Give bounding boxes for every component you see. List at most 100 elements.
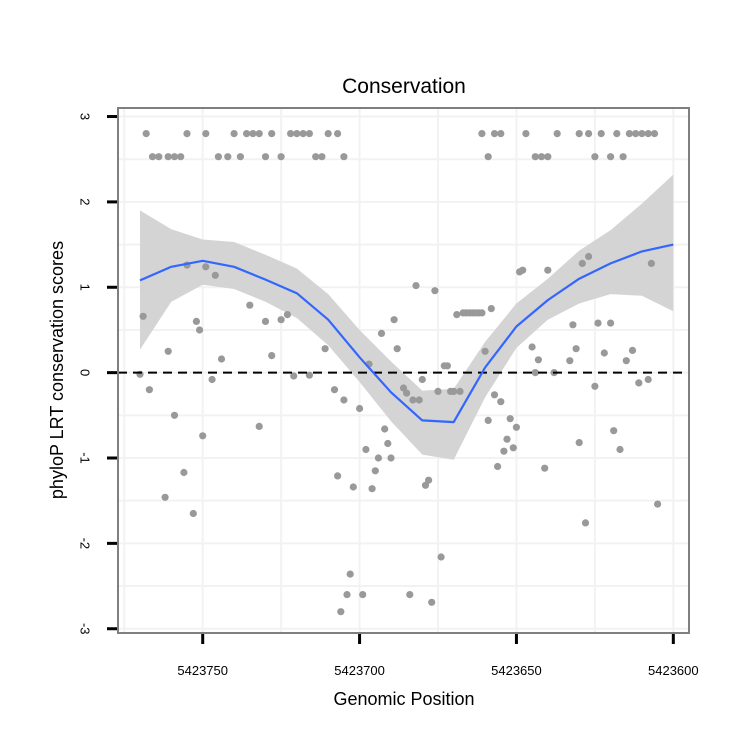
data-point: [170, 411, 179, 419]
y-tick-label: -3: [78, 623, 93, 635]
data-point: [384, 439, 392, 448]
data-point: [277, 316, 285, 324]
data-point: [619, 153, 627, 161]
data-point: [164, 347, 172, 355]
data-point: [600, 349, 608, 357]
data-point: [497, 130, 505, 138]
data-point: [268, 352, 276, 360]
plot-panel: [118, 108, 689, 633]
data-point: [484, 416, 492, 424]
data-point: [434, 387, 442, 395]
data-point: [330, 386, 339, 394]
data-point: [625, 130, 634, 138]
data-point: [180, 468, 188, 477]
data-point: [142, 130, 150, 138]
data-point: [312, 153, 320, 161]
data-point: [403, 389, 411, 397]
confidence-ribbon-layer: [140, 174, 674, 460]
x-axis-label: Genomic Position: [333, 689, 474, 709]
data-point: [428, 598, 436, 606]
data-point: [607, 319, 615, 327]
plot-frame: [117, 107, 690, 634]
data-point: [196, 326, 204, 334]
data-point: [199, 432, 207, 440]
data-point: [610, 427, 618, 435]
data-point: [161, 493, 169, 501]
data-point: [202, 130, 210, 138]
data-point: [381, 425, 389, 433]
data-point: [494, 462, 502, 471]
data-point: [393, 345, 401, 353]
x-tick-label: 5423750: [177, 663, 228, 678]
data-point: [597, 130, 605, 138]
data-point: [139, 312, 147, 320]
data-point: [299, 130, 307, 138]
data-point: [481, 347, 489, 355]
data-point: [553, 130, 561, 138]
data-point: [415, 396, 423, 404]
data-point: [255, 130, 263, 138]
data-point: [456, 387, 464, 395]
data-point: [531, 153, 539, 161]
data-point: [359, 591, 367, 599]
data-point: [575, 130, 583, 138]
data-point: [236, 153, 244, 161]
data-point: [406, 591, 414, 599]
data-point: [290, 372, 298, 380]
data-point: [148, 153, 157, 161]
data-point: [528, 343, 536, 351]
data-point: [519, 266, 527, 274]
y-tick-label: -2: [78, 538, 93, 550]
data-point: [377, 329, 386, 337]
data-point: [177, 153, 185, 161]
data-point: [506, 415, 514, 423]
data-point: [585, 130, 593, 138]
data-point: [616, 445, 624, 454]
data-point: [211, 271, 219, 279]
data-point: [635, 379, 643, 387]
data-point: [362, 445, 370, 454]
smooth-line: [139, 243, 674, 424]
data-point: [650, 130, 659, 138]
data-point: [509, 444, 517, 452]
chart-title: Conservation: [342, 75, 466, 98]
data-point: [321, 345, 329, 353]
data-point: [572, 345, 580, 353]
data-point: [544, 266, 552, 274]
data-point: [453, 311, 461, 319]
y-tick-label: 1: [78, 284, 93, 291]
data-point: [500, 447, 508, 455]
data-point: [164, 153, 172, 161]
data-point: [155, 153, 163, 161]
smooth-line-layer: [139, 243, 674, 424]
data-point: [478, 309, 486, 317]
data-point: [340, 153, 348, 161]
data-point: [412, 282, 420, 290]
data-point: [261, 317, 270, 325]
data-point: [531, 369, 539, 377]
data-point: [575, 439, 583, 447]
data-point: [418, 375, 426, 384]
data-point: [425, 476, 433, 484]
x-tick-label: 5423600: [648, 663, 699, 678]
data-point: [522, 130, 530, 138]
data-point: [534, 356, 543, 364]
data-point: [368, 485, 376, 493]
data-point: [638, 130, 646, 138]
data-point: [305, 130, 313, 138]
data-point: [246, 301, 254, 309]
data-point: [249, 130, 257, 138]
data-point: [478, 130, 486, 138]
data-point: [334, 472, 342, 480]
data-point: [644, 130, 652, 138]
data-point: [387, 454, 395, 462]
data-point: [183, 130, 191, 138]
data-points: [136, 130, 662, 616]
data-point: [443, 362, 451, 370]
data-point: [346, 570, 354, 578]
data-point: [450, 387, 458, 395]
data-point: [544, 153, 552, 161]
data-point: [337, 608, 345, 616]
plot-area: [117, 107, 690, 634]
